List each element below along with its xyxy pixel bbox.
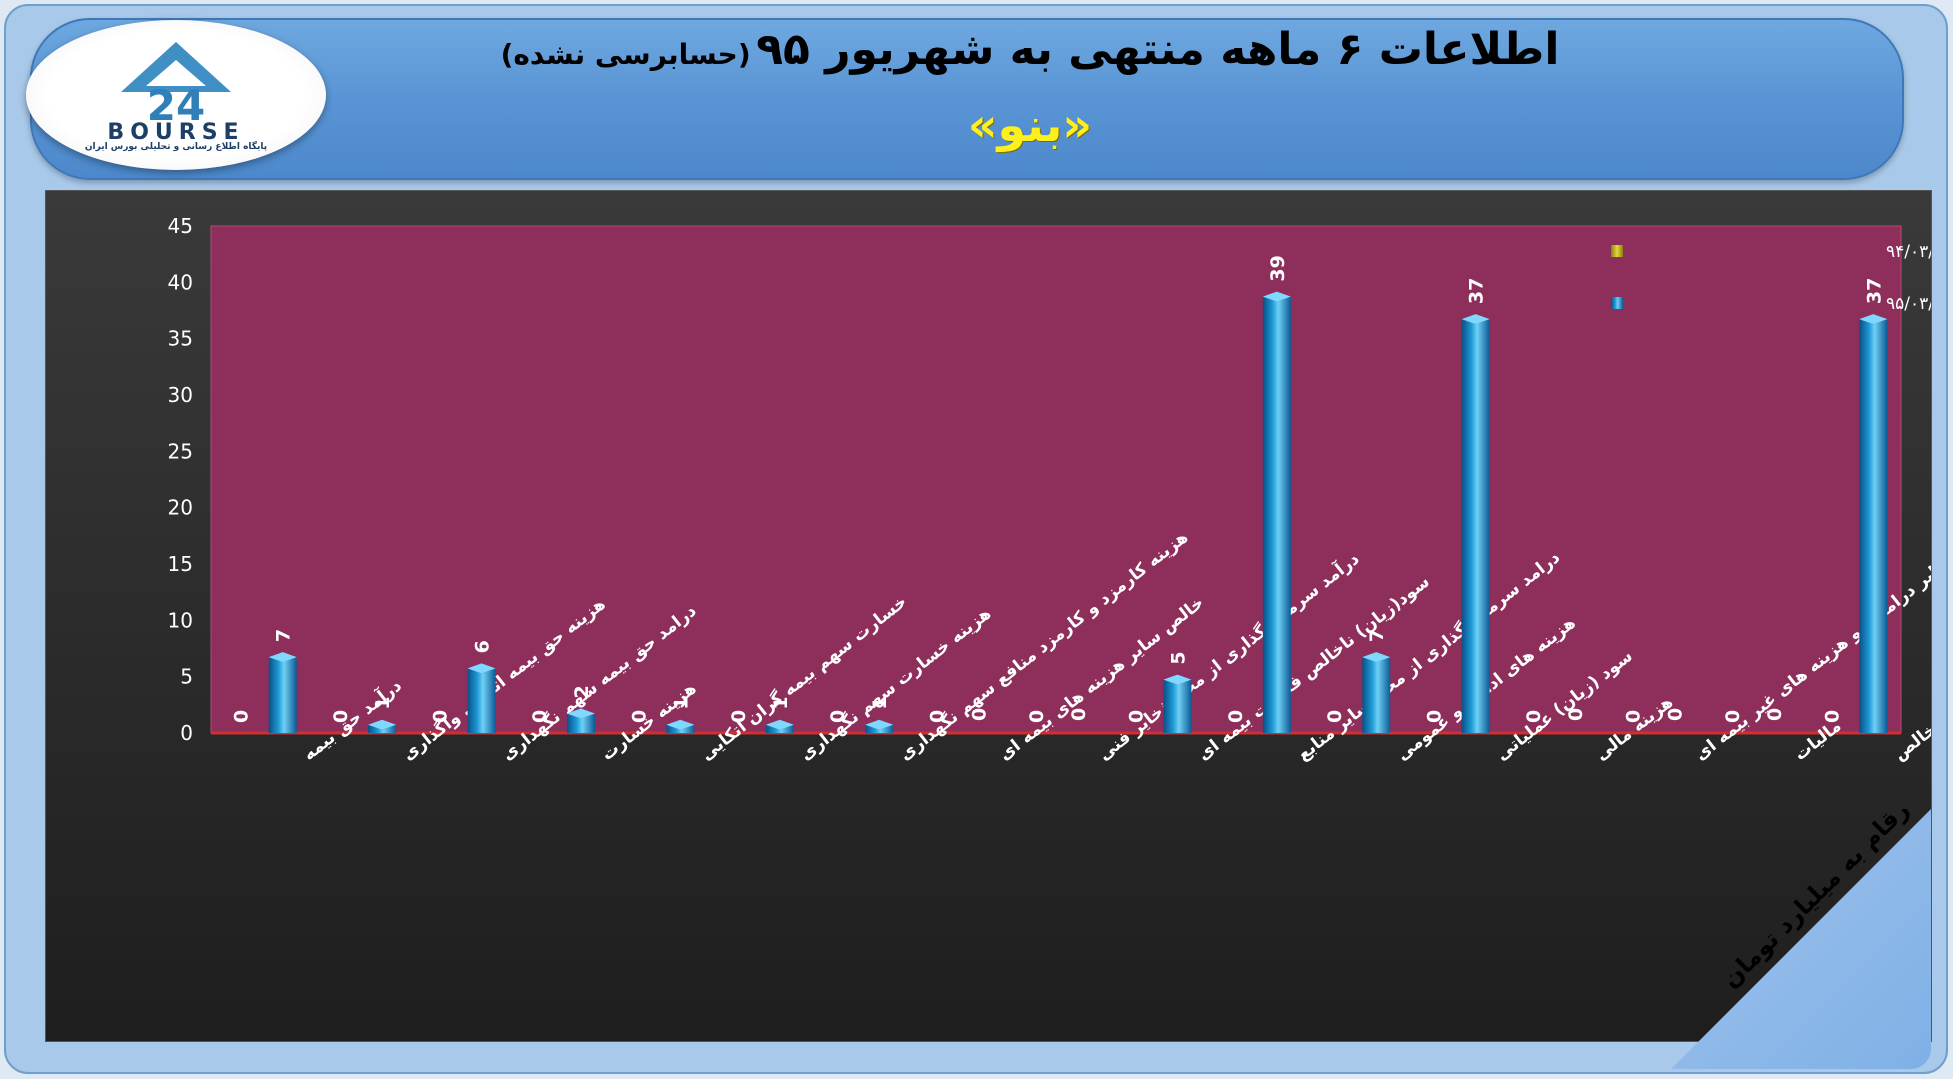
data-label-series1: 0: [927, 710, 949, 723]
legend-entry: عملکرد منتهی به ۹۴/۰۳/۳۱: [1886, 242, 1931, 262]
logo-roof-inner: [146, 60, 206, 86]
data-label-series2: 7: [273, 629, 295, 642]
data-label-series2: 0: [1068, 708, 1090, 721]
y-tick-label: 20: [168, 496, 193, 520]
plot-area: [210, 225, 1902, 734]
data-label-series2: 6: [472, 640, 494, 653]
data-label-series1: 0: [1225, 710, 1247, 723]
bar-series2-cap: [1262, 291, 1291, 302]
legend-swatch: [1611, 297, 1623, 309]
bar-series2: [1859, 319, 1888, 733]
data-label-series2: 1: [770, 696, 792, 709]
y-tick-label: 15: [168, 552, 193, 576]
logo-wordmark: BOURSE: [107, 120, 244, 145]
data-label-series1: 0: [1324, 710, 1346, 723]
bar-series2-cap: [1362, 652, 1391, 663]
page-title: اطلاعات ۶ ماهه منتهی به شهریور ۹۵ (حسابر…: [420, 24, 1640, 75]
data-label-series2: 5: [1167, 651, 1189, 664]
bourse24-logo: 24 BOURSE پایگاه اطلاع رسانی و تحلیلی بو…: [26, 20, 326, 170]
data-label-series1: 0: [1722, 710, 1744, 723]
bar-series2-cap: [368, 719, 397, 730]
data-label-series1: 0: [1821, 710, 1843, 723]
data-label-series2: 0: [1565, 708, 1587, 721]
data-label-series1: 0: [1622, 710, 1644, 723]
legend-swatch: [1611, 245, 1623, 257]
units-corner-badge: ارقام به میلیارد تومان: [1671, 809, 1931, 1069]
chart-panel: 0 5 10 15 20 25 30 35 40 45 0 7 درآمد حق بیمه 0 1 هزینه…: [45, 190, 1932, 1042]
data-label-series1: 0: [827, 710, 849, 723]
y-tick-label: 45: [168, 214, 193, 238]
units-badge-shape: [1671, 809, 1931, 1069]
y-tick-label: 10: [168, 608, 193, 632]
bar-series2-cap: [268, 652, 297, 663]
logo-mark: 24: [147, 81, 205, 130]
bar-series2: [666, 724, 695, 733]
data-label-series1: 0: [529, 710, 551, 723]
bar-series2: [268, 657, 297, 733]
data-label-series2: 37: [1863, 278, 1885, 304]
bar-series2-cap: [467, 663, 496, 674]
bar-series2-cap: [666, 719, 695, 730]
title-main: اطلاعات ۶ ماهه منتهی به شهریور ۹۵: [756, 24, 1560, 75]
data-label-series2: 7: [1366, 629, 1388, 642]
y-tick-label: 5: [180, 665, 193, 689]
bar-series2-cap: [865, 719, 894, 730]
data-label-series1: 0: [1424, 710, 1446, 723]
bar-series2: [467, 668, 496, 733]
data-label-series1: 0: [330, 710, 352, 723]
bar-series2: [1163, 679, 1192, 733]
data-label-series2: 1: [670, 696, 692, 709]
data-label-series1: 0: [1523, 710, 1545, 723]
bar-series2: [1362, 657, 1391, 733]
y-tick-label: 25: [168, 439, 193, 463]
legend-entry: عملکرد منتهی به ۹۵/۰۳/۳۱: [1886, 294, 1931, 314]
y-tick-label: 35: [168, 327, 193, 351]
bar-series2-cap: [566, 708, 595, 719]
header-banner: [30, 18, 1904, 180]
y-tick-label: 40: [168, 270, 193, 294]
y-tick-label: 0: [180, 721, 193, 745]
logo-tagline: پایگاه اطلاع رسانی و تحلیلی بورس ایران: [84, 142, 268, 152]
company-name: «بنو»: [967, 98, 1093, 152]
data-label-series2: 37: [1466, 278, 1488, 304]
data-label-series1: 0: [728, 710, 750, 723]
data-label-series2: 1: [869, 696, 891, 709]
y-tick-label: 30: [168, 383, 193, 407]
data-label-series1: 0: [231, 710, 253, 723]
data-label-series2: 0: [969, 708, 991, 721]
data-label-series1: 0: [1026, 710, 1048, 723]
bar-series2: [368, 724, 397, 733]
data-label-series1: 0: [628, 710, 650, 723]
data-label-series2: 0: [1664, 708, 1686, 721]
bar-series2: [1461, 319, 1490, 733]
data-label-series2: 0: [1764, 708, 1786, 721]
bar-series2-cap: [1163, 674, 1192, 685]
bar-series2-cap: [765, 719, 794, 730]
bar-series2-cap: [1461, 314, 1490, 325]
bar-series2-cap: [1859, 314, 1888, 325]
data-label-series2: 1: [372, 696, 394, 709]
bar-series2: [1262, 296, 1291, 733]
data-label-series1: 0: [1125, 710, 1147, 723]
bar-series2: [566, 713, 595, 733]
data-label-series2: 2: [571, 685, 593, 698]
data-label-series1: 0: [430, 710, 452, 723]
bar-series2: [765, 724, 794, 733]
bar-series2: [865, 724, 894, 733]
title-note: (حسابرسی نشده): [500, 38, 751, 71]
data-label-series2: 39: [1267, 255, 1289, 281]
